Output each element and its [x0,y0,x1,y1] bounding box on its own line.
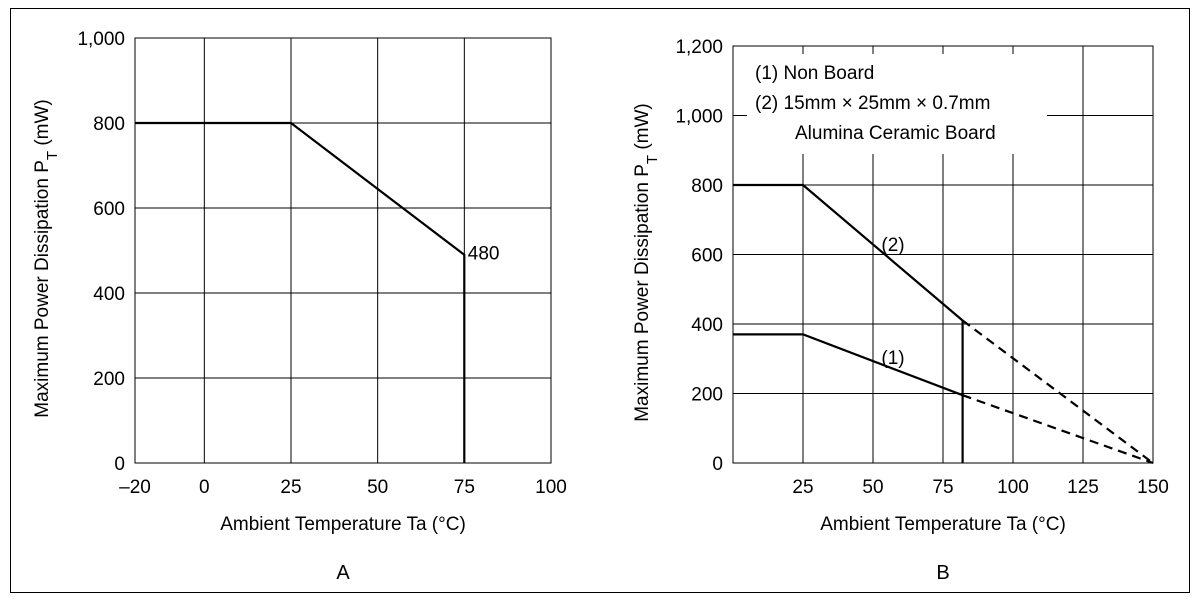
y-tick-label: 200 [93,369,125,390]
y-tick-label: 1,000 [77,29,125,50]
annotation-label: 480 [468,244,500,265]
series-line [962,394,1154,465]
x-tick-label: 25 [792,477,813,498]
annotation-label: (1) [881,348,904,369]
chart-caption: A [336,562,350,584]
y-axis-label-subscript: T [44,151,61,160]
x-tick-label: 150 [1137,477,1169,498]
y-tick-label: 200 [691,385,723,406]
x-axis-label: Ambient Temperature Ta (°C) [220,514,466,535]
y-tick-label: 800 [93,114,125,135]
x-axis-label: Ambient Temperature Ta (°C) [820,514,1066,535]
legend-entry: Alumina Ceramic Board [795,123,996,144]
series-line [733,183,964,322]
legend-entry: (2) 15mm × 25mm × 0.7mm [755,93,990,114]
annotation-label: (2) [881,235,904,256]
x-tick-label: 50 [862,477,883,498]
x-tick-label: 75 [454,477,475,498]
x-tick-label: 125 [1067,477,1099,498]
series-line [733,333,963,397]
plot-border [134,37,552,464]
y-tick-label: 400 [93,284,125,305]
y-tick-label: 0 [114,454,125,475]
figure-frame [10,8,1190,593]
y-tick-label: 800 [691,176,723,197]
legend-entry: (1) Non Board [755,63,874,84]
x-tick-label: 0 [199,477,210,498]
y-axis-label-subscript: T [644,155,661,164]
y-axis-label: Maximum Power Dissipation PT (mW) [632,103,661,422]
x-tick-label: 100 [535,477,567,498]
chart-a: –20 0 25 50 75 10002004006008001,000480Ambien… [32,29,567,584]
x-tick-label: 25 [280,477,301,498]
x-tick-label: –20 [119,477,151,498]
y-axis-label: Maximum Power Dissipation PT (mW) [32,99,61,418]
chart-b: (1) Non Board (2) 15mm × 25mm × 0.7mm Alum… [632,37,1169,584]
series-line [961,319,1154,464]
y-tick-label: 600 [691,246,723,267]
legend-background [747,54,1047,154]
y-tick-label: 1,000 [675,107,723,128]
y-tick-label: 400 [691,315,723,336]
chart-caption: B [936,562,949,584]
x-tick-label: 75 [932,477,953,498]
y-tick-label: 0 [712,454,723,475]
series-line [135,121,466,463]
x-tick-label: 100 [997,477,1029,498]
y-tick-label: 1,200 [675,37,723,58]
plot-border [732,45,1154,464]
y-tick-label: 600 [93,199,125,220]
x-tick-label: 50 [367,477,388,498]
